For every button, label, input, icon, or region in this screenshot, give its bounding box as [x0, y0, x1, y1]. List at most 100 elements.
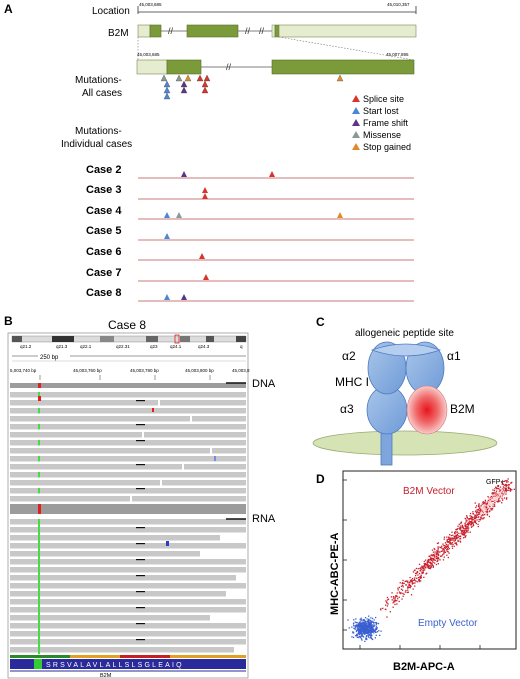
- legend-label-frame-shift: Frame shift: [363, 118, 409, 128]
- peptide-groove: [370, 343, 442, 357]
- svg-text://: //: [168, 26, 174, 36]
- b2m-domain: [406, 385, 448, 435]
- mutation-marker: [180, 86, 188, 94]
- legend-swatch-start-lost: [352, 107, 360, 114]
- dna-label: DNA: [252, 378, 276, 390]
- alpha1-label: α1: [447, 349, 461, 363]
- legend-label-start-lost: Start lost: [363, 106, 399, 116]
- svg-text:q22.1: q22.1: [80, 344, 92, 349]
- mutations-all-label-2: All cases: [82, 88, 122, 99]
- zoom-coord-start: 45,003,685: [137, 52, 160, 57]
- b2m-track-label: B2M: [100, 673, 112, 679]
- svg-text:q24.1: q24.1: [170, 344, 182, 349]
- svg-text:5,003,740 bp: 5,003,740 bp: [10, 368, 37, 373]
- mutation-marker: [201, 80, 209, 88]
- b2m-vector-label: B2M Vector: [403, 486, 455, 497]
- svg-text:45,003,800 bp: 45,003,800 bp: [185, 368, 214, 373]
- case-row-8: Case 8: [86, 287, 414, 302]
- mutation-marker: [201, 86, 209, 94]
- case-label: Case 7: [86, 267, 121, 279]
- svg-text://: //: [259, 26, 265, 36]
- zoomed-gene-structure: //: [136, 59, 415, 75]
- panel-b: B Case 8 q21.2 q21.3 q22.1 q22.31 q23 q2…: [4, 314, 276, 679]
- svg-text:45,003,780 bp: 45,003,780 bp: [130, 368, 159, 373]
- y-axis-label: MHC-ABC-PE-A: [329, 532, 341, 615]
- svg-text:q: q: [240, 344, 243, 349]
- mutation-marker: [184, 74, 192, 82]
- chromosome-ideogram: q21.2 q21.3 q22.1 q22.31 q23 q24.1 q24.3…: [11, 334, 247, 349]
- case-row-2: Case 2: [86, 164, 414, 179]
- mutation-marker: [337, 212, 343, 218]
- ideogram-locus-marker: [174, 334, 180, 344]
- x-axis-label: B2M-APC-A: [393, 661, 455, 673]
- mutation-marker: [180, 80, 188, 88]
- sequence-track: SRSVALAVLALLSLSGLEAIQ B2M: [10, 655, 246, 679]
- mutation-marker: [202, 187, 208, 193]
- mutation-marker: [163, 86, 171, 94]
- mutation-marker: [199, 253, 205, 259]
- panel-c: C allogeneic peptide site α2 α1 MHC I α3…: [312, 315, 498, 466]
- alpha2-label: α2: [342, 349, 356, 363]
- mhc-label: MHC I: [335, 375, 369, 389]
- mutation-marker: [164, 233, 170, 239]
- mutation-marker: [269, 171, 275, 177]
- amino-acid-sequence: SRSVALAVLALLSLSGLEAIQ: [46, 662, 184, 669]
- alpha3-label: α3: [340, 402, 354, 416]
- panel-a-letter: A: [4, 2, 13, 16]
- mutation-marker: [164, 294, 170, 300]
- coord-end: 45,010,357: [387, 2, 410, 7]
- svg-text:q21.3: q21.3: [56, 344, 68, 349]
- svg-text://: //: [226, 62, 232, 72]
- zoom-coord-end: 45,007,895: [386, 52, 409, 57]
- mutation-marker: [203, 274, 209, 280]
- mutation-marker: [175, 74, 183, 82]
- case-row-4: Case 4: [86, 205, 414, 220]
- dna-reads-track: [10, 383, 246, 502]
- mutation-marker: [176, 212, 182, 218]
- case-label: Case 8: [86, 287, 121, 299]
- gfp-label: GFP+: [486, 479, 504, 486]
- mutation-legend: Splice site Start lost Frame shift Misse…: [352, 94, 411, 152]
- svg-text:q21.2: q21.2: [20, 344, 32, 349]
- all-cases-mutations: [160, 74, 344, 100]
- legend-swatch-splice: [352, 95, 360, 102]
- case-label: Case 2: [86, 164, 121, 176]
- location-label: Location: [92, 6, 130, 17]
- panel-c-letter: C: [316, 315, 325, 329]
- case-row-3: Case 3: [86, 184, 414, 200]
- panel-b-letter: B: [4, 314, 13, 328]
- panel-d-letter: D: [316, 472, 325, 486]
- gene-structure: // // //: [137, 24, 417, 61]
- svg-text:45,003,760 bp: 45,003,760 bp: [73, 368, 102, 373]
- mutation-marker: [160, 74, 168, 82]
- mutation-marker: [202, 193, 208, 199]
- rna-label: RNA: [252, 513, 276, 525]
- mutation-marker: [163, 92, 171, 100]
- legend-label-splice: Splice site: [363, 94, 404, 104]
- mutation-marker: [181, 294, 187, 300]
- site-label: allogeneic peptide site: [355, 328, 454, 339]
- mutation-marker: [163, 80, 171, 88]
- case-row-6: Case 6: [86, 246, 414, 261]
- case-label: Case 4: [86, 205, 122, 217]
- mutation-marker: [336, 74, 344, 82]
- cell-membrane: [312, 430, 498, 456]
- bp-ruler: 250 bp 5,003,740 bp 45,003,760 bp 45,003…: [10, 355, 250, 380]
- legend-swatch-stop-gained: [352, 143, 360, 150]
- legend-swatch-frame-shift: [352, 119, 360, 126]
- svg-text:45,003,8: 45,003,8: [232, 368, 250, 373]
- svg-text://: //: [245, 26, 251, 36]
- mutation-marker: [196, 74, 204, 82]
- gene-label: B2M: [108, 28, 129, 39]
- dna-reads: [10, 392, 246, 502]
- flow-scatter-points: [347, 478, 515, 642]
- svg-text:q23: q23: [150, 344, 158, 349]
- b2m-label: B2M: [450, 402, 475, 416]
- scale-label: 250 bp: [40, 355, 59, 361]
- mutation-marker: [203, 74, 211, 82]
- legend-label-stop-gained: Stop gained: [363, 142, 411, 152]
- case-label: Case 3: [86, 184, 121, 196]
- rna-reads-track: [10, 504, 246, 654]
- mutations-individual-label-2: Individual cases: [61, 139, 132, 150]
